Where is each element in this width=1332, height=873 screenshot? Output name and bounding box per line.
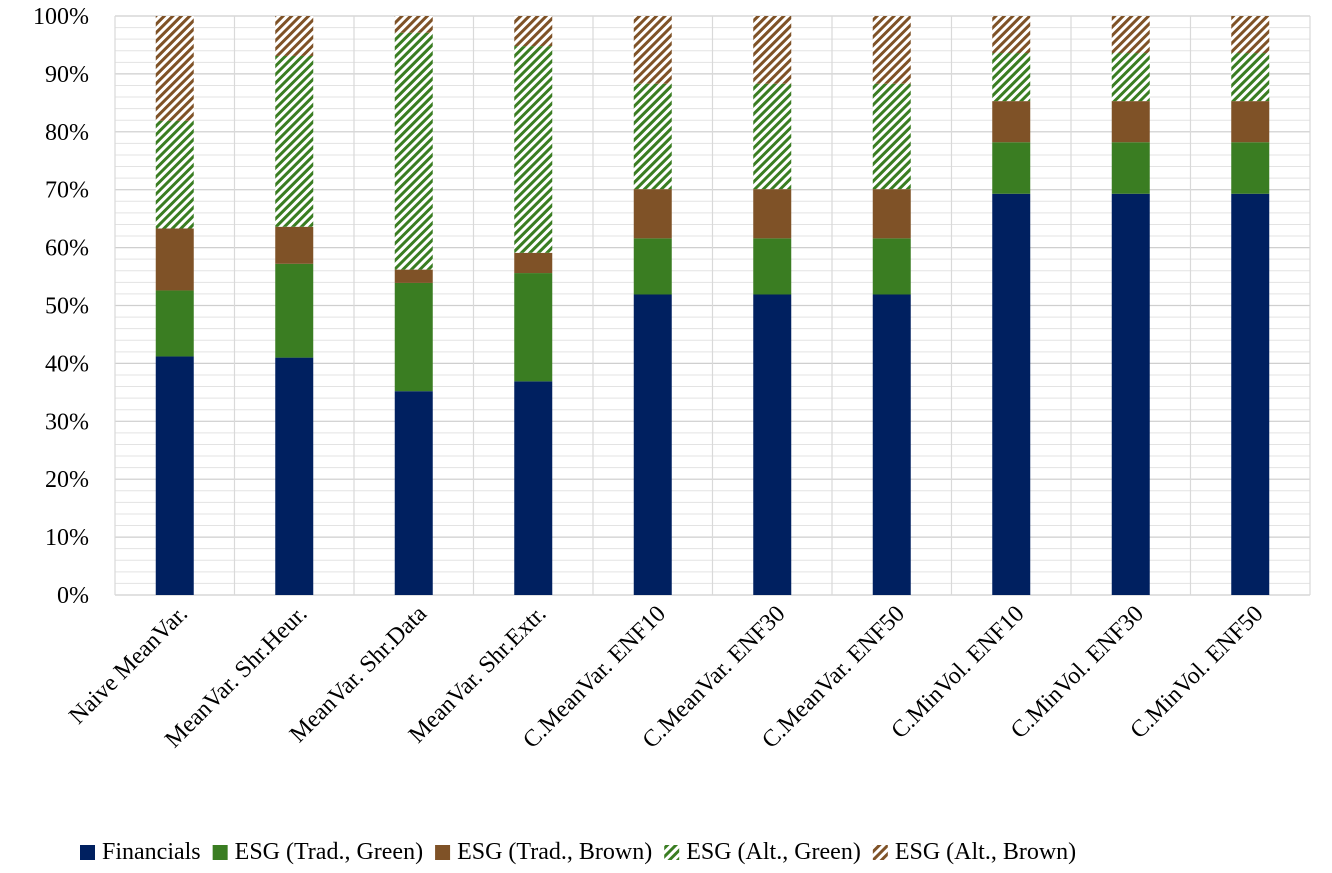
bar-stack (155, 16, 194, 595)
y-tick-label: 100% (33, 4, 89, 30)
bar-segment (275, 226, 314, 264)
bar-segment (1111, 16, 1150, 54)
y-tick-label: 20% (45, 467, 89, 493)
bar-segment (155, 16, 194, 121)
bar-stack (753, 16, 792, 595)
bar-stack (1111, 16, 1150, 596)
bar-stack (1231, 16, 1270, 596)
bar-segment (633, 189, 672, 239)
legend-label: ESG (Trad., Brown) (457, 839, 652, 865)
bar-segment (992, 16, 1031, 54)
legend-label: ESG (Alt., Brown) (895, 839, 1076, 865)
bar-segment (514, 273, 553, 382)
bar-segment (394, 16, 433, 33)
bar-segment (394, 282, 433, 392)
bar-stack (633, 16, 672, 595)
legend-label: ESG (Alt., Green) (686, 839, 861, 865)
x-category-label: Naive MeanVar. (64, 601, 193, 730)
legend-item: ESG (Alt., Green) (664, 839, 861, 865)
y-tick-label: 30% (45, 409, 89, 435)
bar-segment (753, 238, 792, 295)
bar-segment (1111, 53, 1150, 102)
bar-segment (633, 83, 672, 190)
legend-item: Financials (80, 839, 201, 865)
bar-segment (1111, 101, 1150, 143)
legend-item: ESG (Trad., Green) (212, 839, 423, 865)
gridlines (114, 15, 1311, 596)
bar-segment (1231, 101, 1270, 143)
y-tick-label: 0% (57, 583, 89, 609)
bar-segment (872, 16, 911, 84)
bar-segment (394, 391, 433, 595)
bar-stack (394, 16, 433, 595)
bar-segment (633, 16, 672, 84)
y-tick-label: 40% (45, 351, 89, 377)
bar-segment (992, 53, 1031, 102)
bar-segment (992, 101, 1031, 143)
legend-label: ESG (Trad., Green) (235, 839, 423, 865)
y-tick-label: 60% (45, 236, 89, 262)
bar-segment (872, 189, 911, 239)
y-tick-label: 50% (45, 294, 89, 320)
bar-segment (1111, 142, 1150, 194)
bar-segment (514, 46, 553, 253)
x-category-label: C.MinVol. ENF50 (1125, 601, 1268, 744)
legend: Financials ESG (Trad., Green) ESG (Trad., … (80, 839, 1076, 865)
bar-segment (872, 294, 911, 595)
y-tick-label: 90% (45, 62, 89, 88)
bar-segment (155, 290, 194, 357)
legend-label: Financials (102, 839, 201, 865)
bar-segment (394, 32, 433, 270)
bar-segment (514, 381, 553, 595)
bar-segment (753, 189, 792, 239)
y-tick-label: 70% (45, 178, 89, 204)
bar-segment (275, 16, 314, 56)
bar-segment (275, 263, 314, 358)
bar-segment (1111, 193, 1150, 596)
legend-swatch (80, 845, 95, 860)
bar-segment (514, 16, 553, 47)
bar-segment (155, 120, 194, 229)
bar-segment (1231, 53, 1270, 102)
bar-stack (275, 16, 314, 595)
bar-segment (872, 83, 911, 190)
bar-segment (155, 228, 194, 291)
legend-swatch (212, 845, 228, 860)
bar-segment (633, 238, 672, 295)
bar-segment (275, 357, 314, 595)
legend-item: ESG (Trad., Brown) (435, 839, 652, 865)
bar-segment (1231, 193, 1270, 596)
y-tick-label: 10% (45, 525, 89, 551)
legend-item: ESG (Alt., Brown) (872, 839, 1076, 865)
bar-segment (275, 55, 314, 227)
bar-stack (872, 16, 911, 595)
y-tick-label: 80% (45, 120, 89, 146)
bar-segment (155, 356, 194, 595)
bar-stack (514, 16, 553, 595)
bar-segment (394, 269, 433, 283)
bar-segment (992, 193, 1031, 596)
bar-segment (1231, 16, 1270, 54)
bar-stack (992, 16, 1031, 596)
bar-segment (992, 142, 1031, 194)
bar-segment (872, 238, 911, 295)
bar-segment (514, 252, 553, 274)
bars (155, 16, 1270, 596)
legend-swatch (435, 845, 451, 860)
bar-segment (1231, 142, 1270, 194)
bar-segment (753, 16, 792, 84)
legend-swatch (872, 845, 888, 860)
legend-swatch (664, 845, 680, 860)
bar-segment (753, 294, 792, 595)
bar-segment (753, 83, 792, 190)
bar-segment (633, 294, 672, 595)
